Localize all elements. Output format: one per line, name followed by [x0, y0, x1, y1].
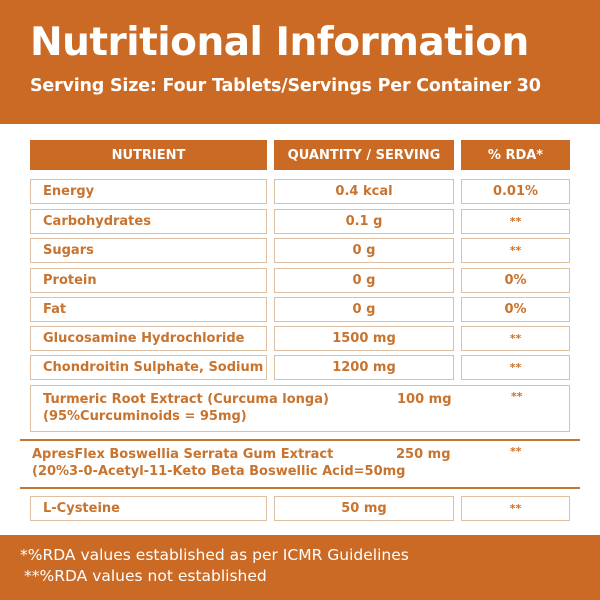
- quantity-cell: 1200 mg: [274, 355, 454, 380]
- quantity-cell: 1500 mg: [274, 326, 454, 351]
- rda-cell: **: [461, 326, 570, 351]
- boswellia-row: ApresFlex Boswellia Serrata Gum Extract …: [20, 441, 580, 487]
- quantity-cell: 0.4 kcal: [274, 179, 454, 204]
- turmeric-row: Turmeric Root Extract (Curcuma longa) (9…: [30, 385, 570, 432]
- nutrient-cell: Sugars: [30, 238, 267, 263]
- nutrient-cell: L-Cysteine: [30, 496, 267, 521]
- quantity-cell: 0 g: [274, 238, 454, 263]
- quantity-value: 100 mg: [397, 392, 452, 407]
- nutrient-cell: Carbohydrates: [30, 209, 267, 234]
- column-header-rda: % RDA*: [461, 140, 570, 170]
- nutrient-name: ApresFlex Boswellia Serrata Gum Extract: [32, 447, 334, 462]
- quantity-cell: 50 mg: [274, 496, 454, 521]
- column-header-nutrient: NUTRIENT: [30, 140, 267, 170]
- serving-size-text: Serving Size: Four Tablets/Servings Per …: [30, 76, 541, 96]
- nutrient-cell: Energy: [30, 179, 267, 204]
- footnote-rda-not-established: **%RDA values not established: [24, 567, 267, 585]
- divider-line: [20, 487, 580, 489]
- nutrient-cell: Fat: [30, 297, 267, 322]
- rda-value: **: [511, 390, 523, 403]
- page-title: Nutritional Information: [30, 20, 529, 65]
- quantity-value: 250 mg: [396, 447, 451, 462]
- divider-line: [20, 439, 580, 441]
- quantity-cell: 0 g: [274, 297, 454, 322]
- rda-cell: **: [461, 355, 570, 380]
- rda-cell: **: [461, 496, 570, 521]
- nutrient-cell: Glucosamine Hydrochloride: [30, 326, 267, 351]
- rda-cell: 0%: [461, 268, 570, 293]
- column-header-quantity: QUANTITY / SERVING: [274, 140, 454, 170]
- footnote-rda-established: *%RDA values established as per ICMR Gui…: [20, 546, 409, 564]
- header-banner: Nutritional Information Serving Size: Fo…: [0, 0, 600, 124]
- rda-cell: **: [461, 238, 570, 263]
- nutrient-cell: Chondroitin Sulphate, Sodium: [30, 355, 267, 380]
- rda-cell: **: [461, 209, 570, 234]
- nutrient-detail: (95%Curcuminoids = 95mg): [43, 409, 247, 424]
- nutrient-cell: Protein: [30, 268, 267, 293]
- nutrient-name: Turmeric Root Extract (Curcuma longa): [43, 392, 329, 407]
- rda-value: **: [510, 445, 522, 458]
- rda-cell: 0.01%: [461, 179, 570, 204]
- quantity-cell: 0 g: [274, 268, 454, 293]
- nutrient-detail: (20%3-0-Acetyl-11-Keto Beta Boswellic Ac…: [32, 464, 406, 479]
- footer-banner: *%RDA values established as per ICMR Gui…: [0, 535, 600, 600]
- rda-cell: 0%: [461, 297, 570, 322]
- quantity-cell: 0.1 g: [274, 209, 454, 234]
